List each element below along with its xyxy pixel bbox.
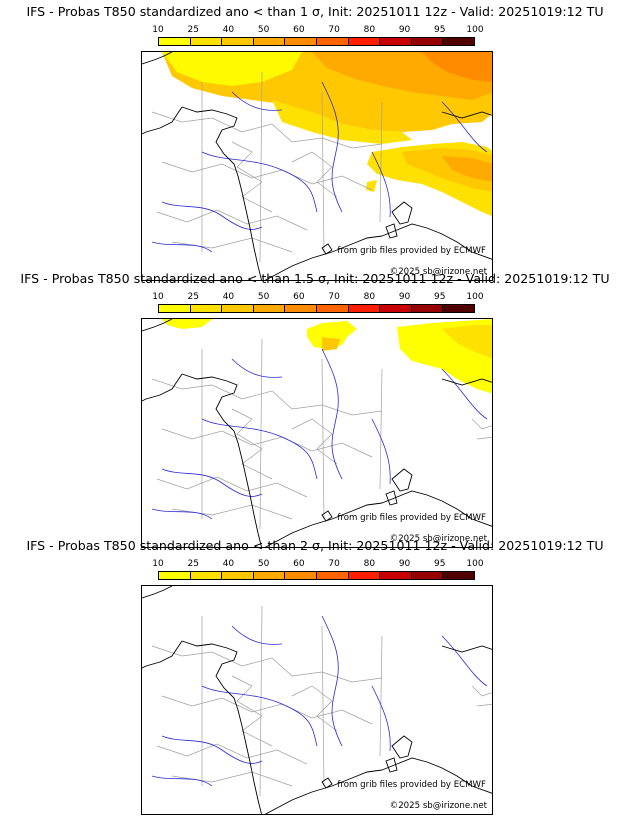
colorbar xyxy=(158,304,475,313)
colorbar-segment xyxy=(159,572,191,579)
colorbar-segment xyxy=(411,38,444,45)
colorbar-segment xyxy=(190,305,223,312)
colorbar-label: 90 xyxy=(398,25,411,35)
colorbar-segment xyxy=(222,38,254,45)
probability-shading xyxy=(162,319,492,394)
colorbar-label: 50 xyxy=(257,292,270,302)
colorbar-segment xyxy=(380,305,412,312)
map-canvas xyxy=(142,319,492,547)
colorbar-label: 60 xyxy=(293,292,305,302)
copyright-credit: ©2025 sb@irizone.net xyxy=(388,801,488,811)
colorbar-label: 100 xyxy=(466,25,484,35)
probability-shading xyxy=(162,52,492,217)
colorbar-segment xyxy=(380,38,412,45)
colorbar-label: 90 xyxy=(398,559,411,569)
colorbar-segment xyxy=(380,572,412,579)
colorbar-label: 95 xyxy=(434,292,446,302)
colorbar-label: 95 xyxy=(434,559,446,569)
colorbar-segment xyxy=(253,38,286,45)
panel-title: IFS - Probas T850 standardized ano < tha… xyxy=(20,271,610,286)
colorbar-segment xyxy=(411,305,444,312)
colorbar-segment xyxy=(190,572,223,579)
colorbar-labels: 10 25 40 50 60 70 80 90 95 100 xyxy=(150,291,486,303)
colorbar-segment xyxy=(348,38,381,45)
colorbar-segment xyxy=(190,38,223,45)
colorbar xyxy=(158,37,475,46)
colorbar-segment xyxy=(443,572,474,579)
colorbar-label: 25 xyxy=(187,25,199,35)
colorbar-label: 100 xyxy=(466,559,484,569)
colorbar-label: 40 xyxy=(222,25,235,35)
colorbar-label: 10 xyxy=(152,292,164,302)
colorbar-label: 95 xyxy=(434,25,446,35)
colorbar-label: 50 xyxy=(257,559,270,569)
copyright-credit: ©2025 sb@irizone.net xyxy=(388,534,488,544)
panel-title: IFS - Probas T850 standardized ano < tha… xyxy=(26,4,604,19)
map-canvas xyxy=(142,586,492,814)
colorbar-label: 40 xyxy=(222,292,235,302)
colorbar-segment xyxy=(285,38,317,45)
colorbar-label: 40 xyxy=(222,559,235,569)
copyright-credit: ©2025 sb@irizone.net xyxy=(388,267,488,277)
map-panel-2: IFS - Probas T850 standardized ano < tha… xyxy=(0,271,630,548)
colorbar-segment xyxy=(222,305,254,312)
source-credit: from grib files provided by ECMWF xyxy=(337,780,486,790)
rivers xyxy=(151,348,488,520)
coastline xyxy=(142,52,492,280)
rivers xyxy=(151,81,488,253)
colorbar-labels: 10 25 40 50 60 70 80 90 95 100 xyxy=(150,558,486,570)
colorbar-label: 70 xyxy=(328,559,340,569)
colorbar-label: 80 xyxy=(363,292,376,302)
probability-map: from grib files provided by ECMWF ©2025 … xyxy=(141,318,493,548)
colorbar-label: 25 xyxy=(187,559,199,569)
colorbar-segment xyxy=(348,572,381,579)
map-canvas xyxy=(142,52,492,280)
colorbar-label: 60 xyxy=(293,25,305,35)
country-borders xyxy=(151,338,492,530)
coastline xyxy=(142,586,492,814)
map-panel-1: IFS - Probas T850 standardized ano < tha… xyxy=(0,4,630,281)
colorbar-segment xyxy=(285,305,317,312)
colorbar-segment xyxy=(348,305,381,312)
colorbar-segment xyxy=(411,572,444,579)
colorbar-segment xyxy=(253,572,286,579)
colorbar-label: 50 xyxy=(257,25,270,35)
colorbar-segment xyxy=(285,572,317,579)
probability-map: from grib files provided by ECMWF ©2025 … xyxy=(141,51,493,281)
source-credit: from grib files provided by ECMWF xyxy=(337,246,486,256)
colorbar-label: 100 xyxy=(466,292,484,302)
coastline xyxy=(142,319,492,547)
colorbar-segment xyxy=(443,38,474,45)
colorbar-label: 10 xyxy=(152,25,164,35)
colorbar-segment xyxy=(222,572,254,579)
colorbar-label: 10 xyxy=(152,559,164,569)
colorbar-label: 60 xyxy=(293,559,305,569)
rivers xyxy=(151,615,488,787)
colorbar-label: 90 xyxy=(398,292,411,302)
colorbar-label: 70 xyxy=(328,292,340,302)
colorbar-label: 70 xyxy=(328,25,340,35)
colorbar-segment xyxy=(316,38,349,45)
colorbar-segment xyxy=(316,305,349,312)
probability-map: from grib files provided by ECMWF ©2025 … xyxy=(141,585,493,815)
panel-title: IFS - Probas T850 standardized ano < tha… xyxy=(26,538,604,553)
colorbar-label: 80 xyxy=(363,559,376,569)
colorbar-segment xyxy=(443,305,474,312)
colorbar xyxy=(158,571,475,580)
source-credit: from grib files provided by ECMWF xyxy=(337,513,486,523)
colorbar-segment xyxy=(253,305,286,312)
colorbar-segment xyxy=(159,38,191,45)
colorbar-segment xyxy=(316,572,349,579)
colorbar-label: 80 xyxy=(363,25,376,35)
colorbar-segment xyxy=(159,305,191,312)
map-panel-3: IFS - Probas T850 standardized ano < tha… xyxy=(0,538,630,818)
colorbar-labels: 10 25 40 50 60 70 80 90 95 100 xyxy=(150,24,486,36)
colorbar-label: 25 xyxy=(187,292,199,302)
